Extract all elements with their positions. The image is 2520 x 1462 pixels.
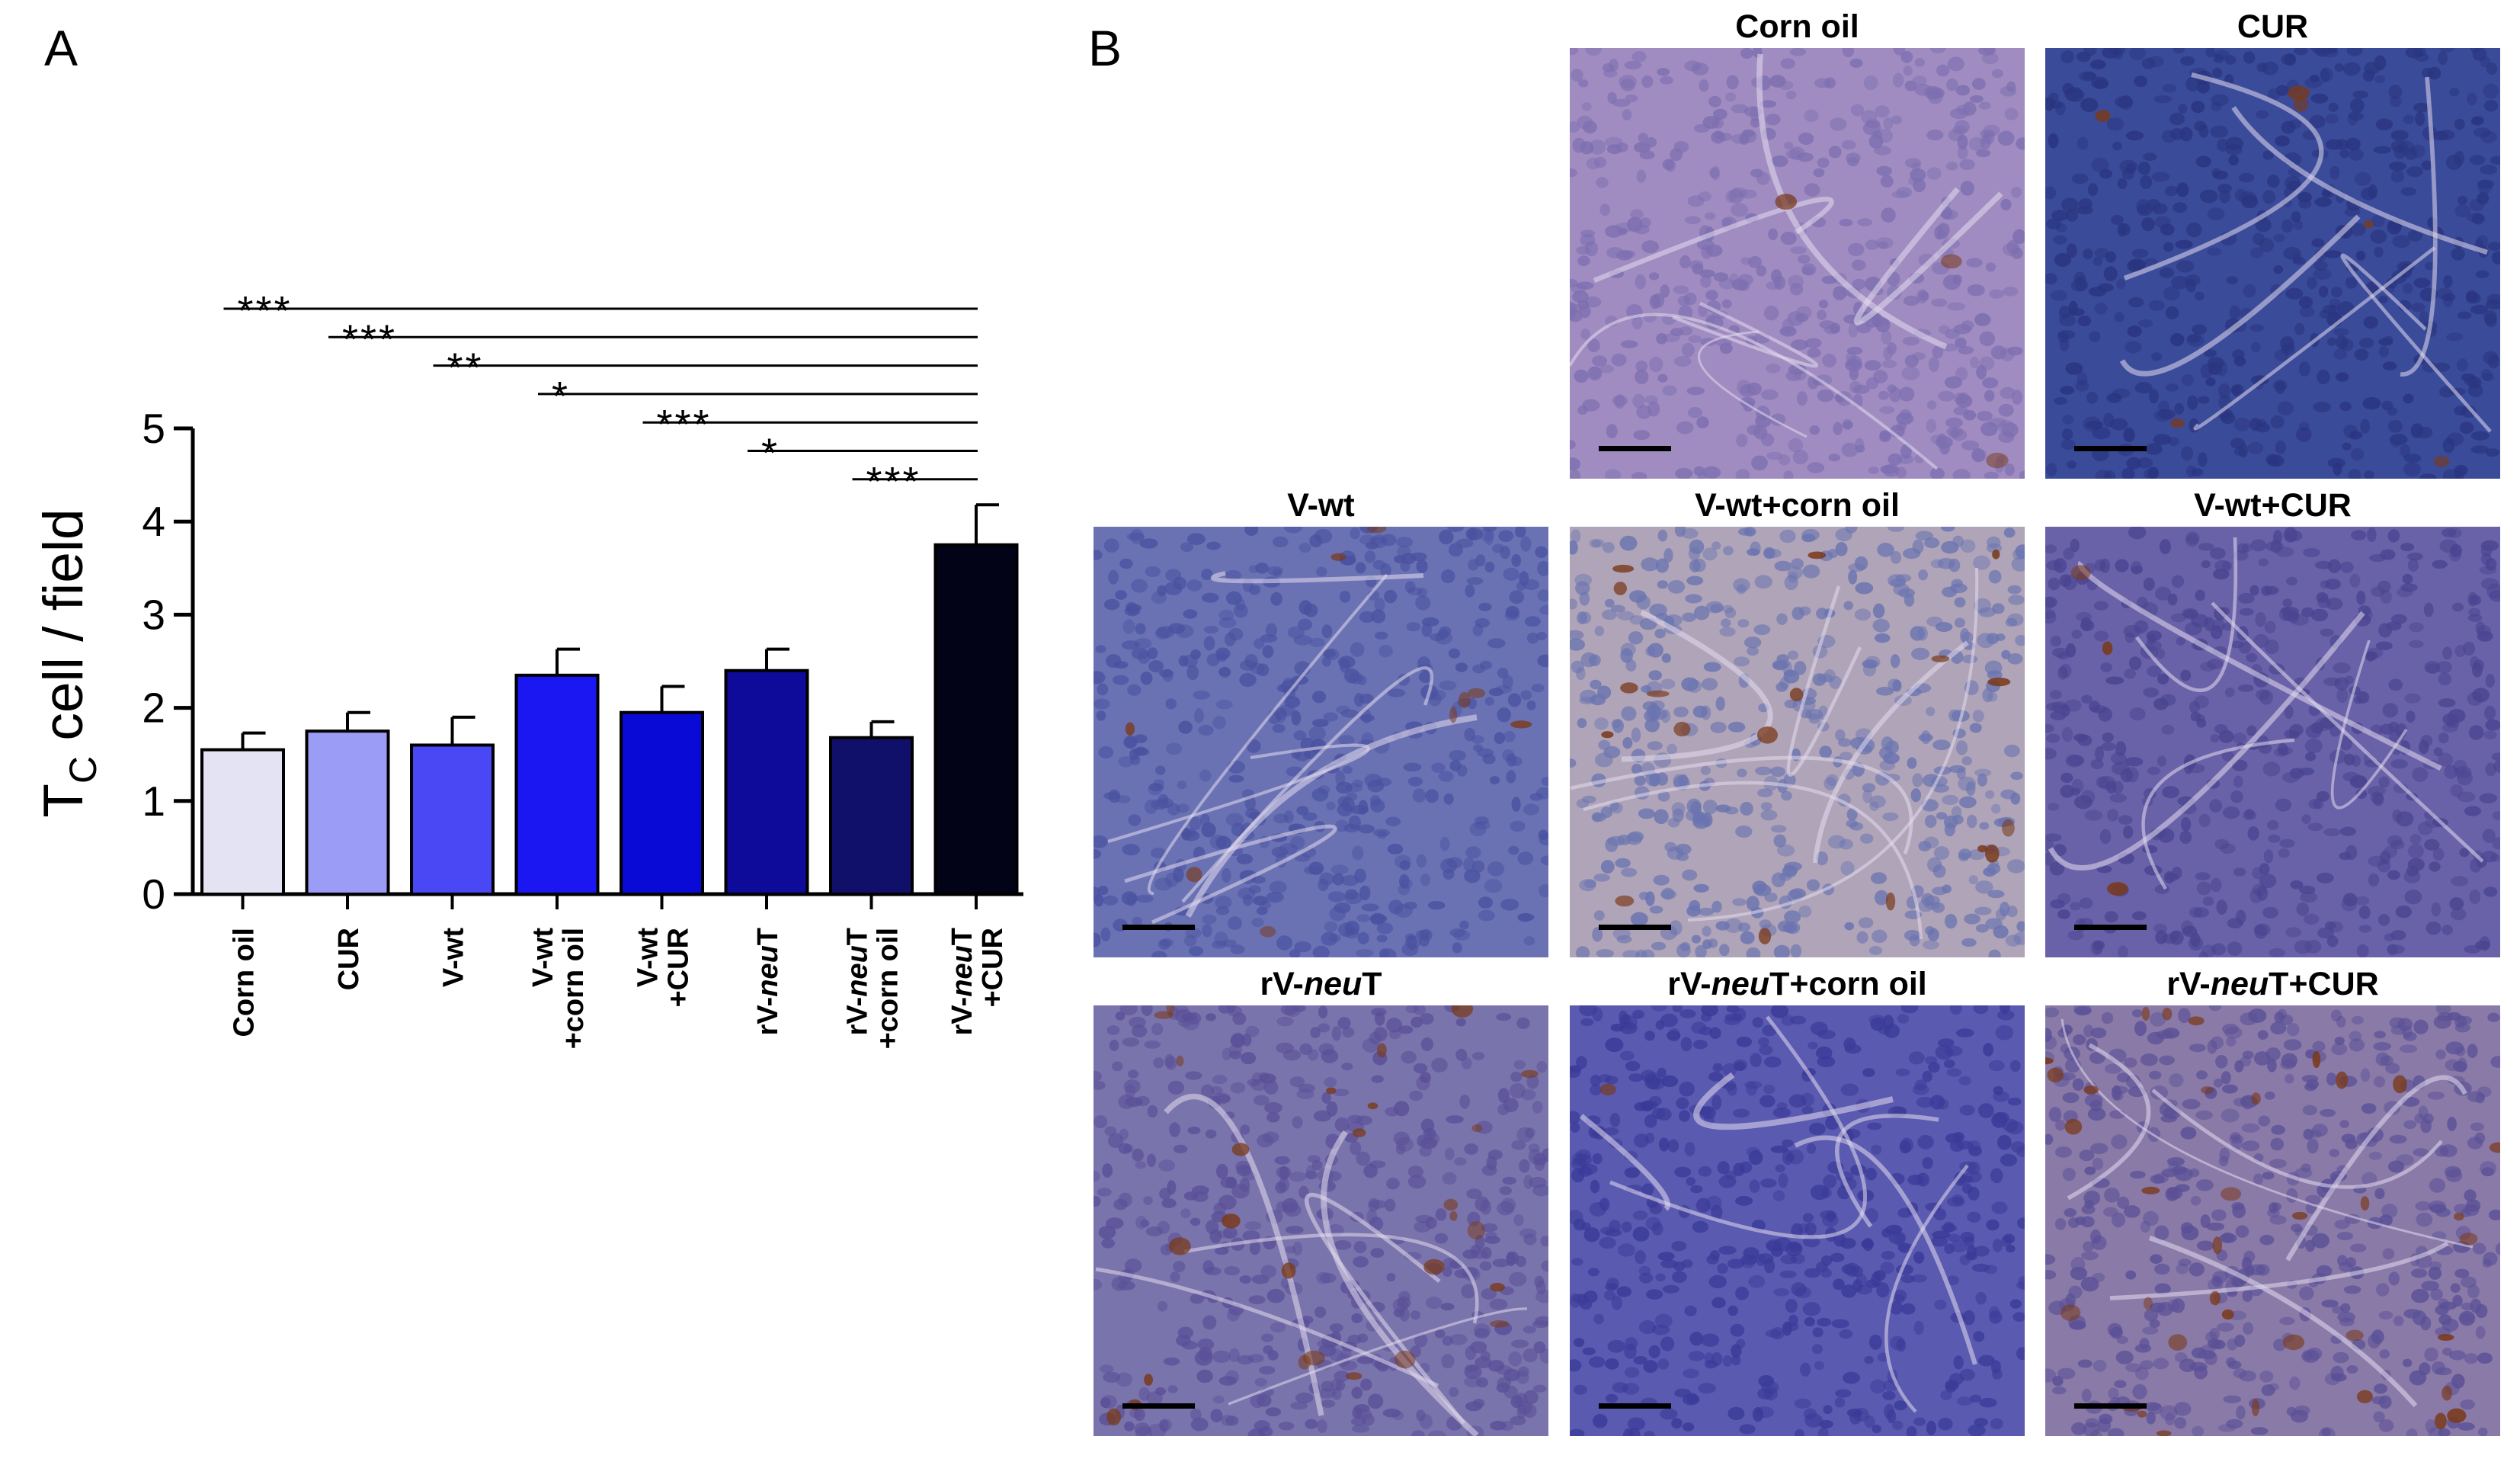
significance-stars: * xyxy=(761,431,780,476)
scale-bar xyxy=(1599,925,1671,930)
x-category-label: rV-neuT xyxy=(946,928,978,1035)
x-category-label: +CUR xyxy=(663,928,695,1008)
significance-stars: *** xyxy=(657,402,712,447)
micrograph-image xyxy=(2045,48,2500,479)
bar xyxy=(305,729,390,896)
scale-bar xyxy=(1599,1403,1671,1409)
micrograph-image xyxy=(1570,48,2025,479)
micrograph-image xyxy=(1093,527,1548,957)
y-tick-label: 0 xyxy=(142,870,165,918)
significance-stars: *** xyxy=(238,288,293,334)
x-category-label: +corn oil xyxy=(558,928,590,1049)
y-tick-label: 2 xyxy=(142,685,165,732)
significance-stars: ** xyxy=(447,345,484,391)
micrograph-image xyxy=(2045,1005,2500,1436)
bar-chart-tc-cell-per-field: 0 1 2 3 4 5 TC cell / field Corn oil CUR V-wt V-wt… xyxy=(33,288,1023,1049)
x-category-label: rV-neuT xyxy=(842,928,874,1035)
micrograph-title: Corn oil xyxy=(1735,8,1859,45)
x-category-label: Corn oil xyxy=(229,928,261,1037)
scale-bar xyxy=(1122,925,1195,930)
micrograph-title: rV-neuT+corn oil xyxy=(1667,966,1927,1002)
x-category-label: V-wt xyxy=(632,928,664,987)
scale-bar xyxy=(2074,925,2147,930)
bar xyxy=(410,743,495,896)
bar xyxy=(933,543,1019,896)
bar xyxy=(514,673,600,896)
bar xyxy=(200,748,285,896)
x-category-label: V-wt xyxy=(438,928,470,987)
y-tick-label: 3 xyxy=(142,591,165,638)
micrograph-title: V-wt xyxy=(1287,487,1355,524)
x-category-label: rV-neuT xyxy=(752,928,784,1035)
micrograph-image xyxy=(1093,1005,1548,1436)
micrograph-title: V-wt+corn oil xyxy=(1695,487,1900,524)
scale-bar xyxy=(2074,1403,2147,1409)
micrograph-title: CUR xyxy=(2237,8,2309,45)
x-category-label: +CUR xyxy=(977,928,1009,1008)
significance-stars: * xyxy=(552,374,570,419)
micrograph-image xyxy=(1570,1005,2025,1436)
significance-stars: *** xyxy=(866,459,921,505)
significance-stars: *** xyxy=(342,316,397,362)
bar xyxy=(620,710,704,896)
panel-b-letter: B xyxy=(1088,20,1122,76)
bar xyxy=(724,668,809,896)
micrograph-title: V-wt+CUR xyxy=(2194,487,2352,524)
scale-bar xyxy=(1122,1403,1195,1409)
y-axis-label: TC cell / field xyxy=(33,508,104,817)
y-tick-label: 1 xyxy=(142,777,165,825)
micrograph-image xyxy=(2045,527,2500,957)
micrograph-title: rV-neuT xyxy=(1260,966,1382,1002)
scale-bar xyxy=(2074,446,2147,451)
scale-bar xyxy=(1599,446,1671,451)
y-tick-label: 4 xyxy=(142,498,165,545)
x-category-label: CUR xyxy=(333,928,365,990)
x-category-label: V-wt xyxy=(527,928,559,987)
bar xyxy=(829,736,914,896)
y-tick-label: 5 xyxy=(142,405,165,452)
x-category-label: +corn oil xyxy=(873,928,905,1049)
micrograph-title: rV-neuT+CUR xyxy=(2166,966,2379,1002)
panel-a-letter: A xyxy=(44,20,78,76)
micrograph-image xyxy=(1570,527,2025,957)
